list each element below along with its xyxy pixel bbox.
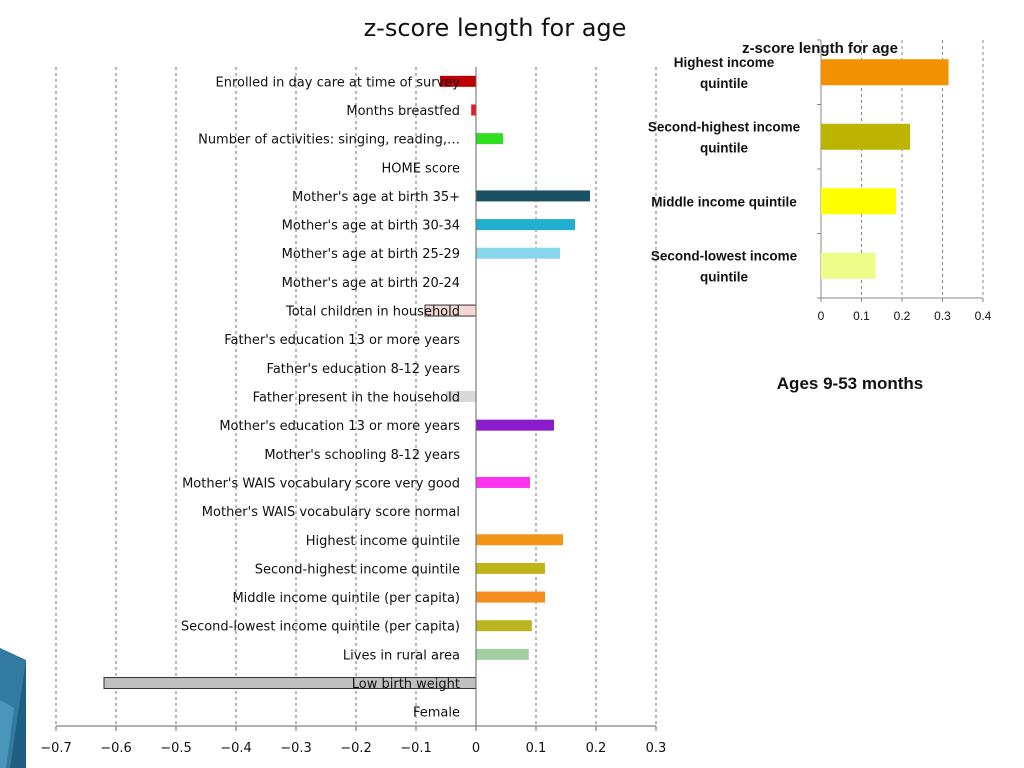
bar — [476, 219, 575, 231]
category-label: Low birth weight — [352, 677, 460, 692]
category-label: Father's education 13 or more years — [224, 333, 460, 348]
category-label: Second-highest income quintile — [255, 562, 460, 577]
category-label: Second-highest income — [648, 119, 801, 134]
x-tick-label: 0.2 — [586, 741, 607, 756]
bar — [476, 190, 590, 202]
bar — [476, 534, 563, 546]
bar — [821, 59, 949, 86]
x-tick-label: −0.1 — [400, 741, 432, 756]
side-chart-title: z-score length for age — [742, 40, 898, 57]
bar — [471, 104, 476, 116]
category-label: Second-lowest income — [651, 248, 798, 263]
x-tick-label: 0.2 — [894, 309, 911, 323]
bar — [440, 75, 476, 87]
category-label: HOME score — [381, 161, 460, 176]
bar — [821, 123, 911, 150]
main-bar-chart: −0.7 −0.6 −0.5 −0.4 −0.3 −0.2 −0.1 0 0.1 0.2 0.3 En… — [40, 67, 667, 756]
category-label: Mother's education 13 or more years — [219, 419, 460, 434]
bar — [821, 188, 896, 215]
category-label: Father's education 8-12 years — [267, 362, 461, 377]
category-label: Highest income — [674, 55, 775, 70]
x-tick-label: −0.5 — [160, 741, 192, 756]
bar — [476, 620, 532, 632]
x-tick-label: 0.4 — [975, 309, 992, 323]
category-label: Mother's age at birth 30-34 — [282, 219, 460, 234]
x-tick-label: 0 — [472, 741, 480, 756]
category-label: quintile — [700, 76, 748, 91]
bar — [476, 247, 560, 259]
x-tick-label: −0.2 — [340, 741, 372, 756]
category-label: Mother's age at birth 25-29 — [282, 247, 460, 262]
category-label: Total children in household — [285, 305, 460, 320]
category-label: quintile — [700, 140, 748, 155]
x-tick-label: 0 — [818, 309, 825, 323]
bar — [476, 476, 530, 488]
x-tick-label: −0.3 — [280, 741, 312, 756]
category-label: Middle income quintile — [651, 194, 797, 209]
slide-corner-decoration — [0, 648, 26, 768]
category-label: Mother's WAIS vocabulary score normal — [202, 505, 460, 520]
category-label: Mother's age at birth 35+ — [292, 190, 460, 205]
category-label: Highest income quintile — [306, 534, 460, 549]
category-label: Mother's WAIS vocabulary score very good — [182, 476, 460, 491]
ages-note: Ages 9-53 months — [776, 374, 924, 393]
category-label: Middle income quintile (per capita) — [232, 591, 460, 606]
bar — [446, 391, 476, 402]
x-tick-label: 0.1 — [853, 309, 870, 323]
bar — [476, 648, 529, 660]
category-label: Number of activities: singing, reading,… — [198, 133, 460, 148]
category-label: Months breastfed — [346, 104, 460, 119]
x-tick-label: −0.4 — [220, 741, 252, 756]
x-tick-label: 0.3 — [646, 741, 667, 756]
bar — [821, 252, 876, 279]
category-label: Lives in rural area — [343, 648, 460, 663]
x-tick-label: 0.3 — [934, 309, 951, 323]
x-tick-label: −0.7 — [40, 741, 72, 756]
bar — [476, 562, 545, 574]
main-chart-title: z-score length for age — [363, 14, 627, 42]
category-label: Father present in the household — [253, 391, 460, 406]
bar — [476, 419, 554, 431]
category-label: Second-lowest income quintile (per capit… — [181, 620, 460, 635]
x-tick-label: −0.6 — [100, 741, 132, 756]
income-bar-chart: 0 0.1 0.2 0.3 0.4 Highest income quintile Secon… — [648, 39, 992, 323]
category-label: Mother's age at birth 20-24 — [282, 276, 460, 291]
category-label: Enrolled in day care at time of survey — [215, 75, 460, 90]
category-label: Female — [413, 706, 460, 721]
bar — [476, 133, 503, 145]
x-tick-label: 0.1 — [526, 741, 547, 756]
category-label: Mother's schooling 8-12 years — [264, 448, 460, 463]
category-label: quintile — [700, 269, 748, 284]
bar — [476, 591, 545, 603]
